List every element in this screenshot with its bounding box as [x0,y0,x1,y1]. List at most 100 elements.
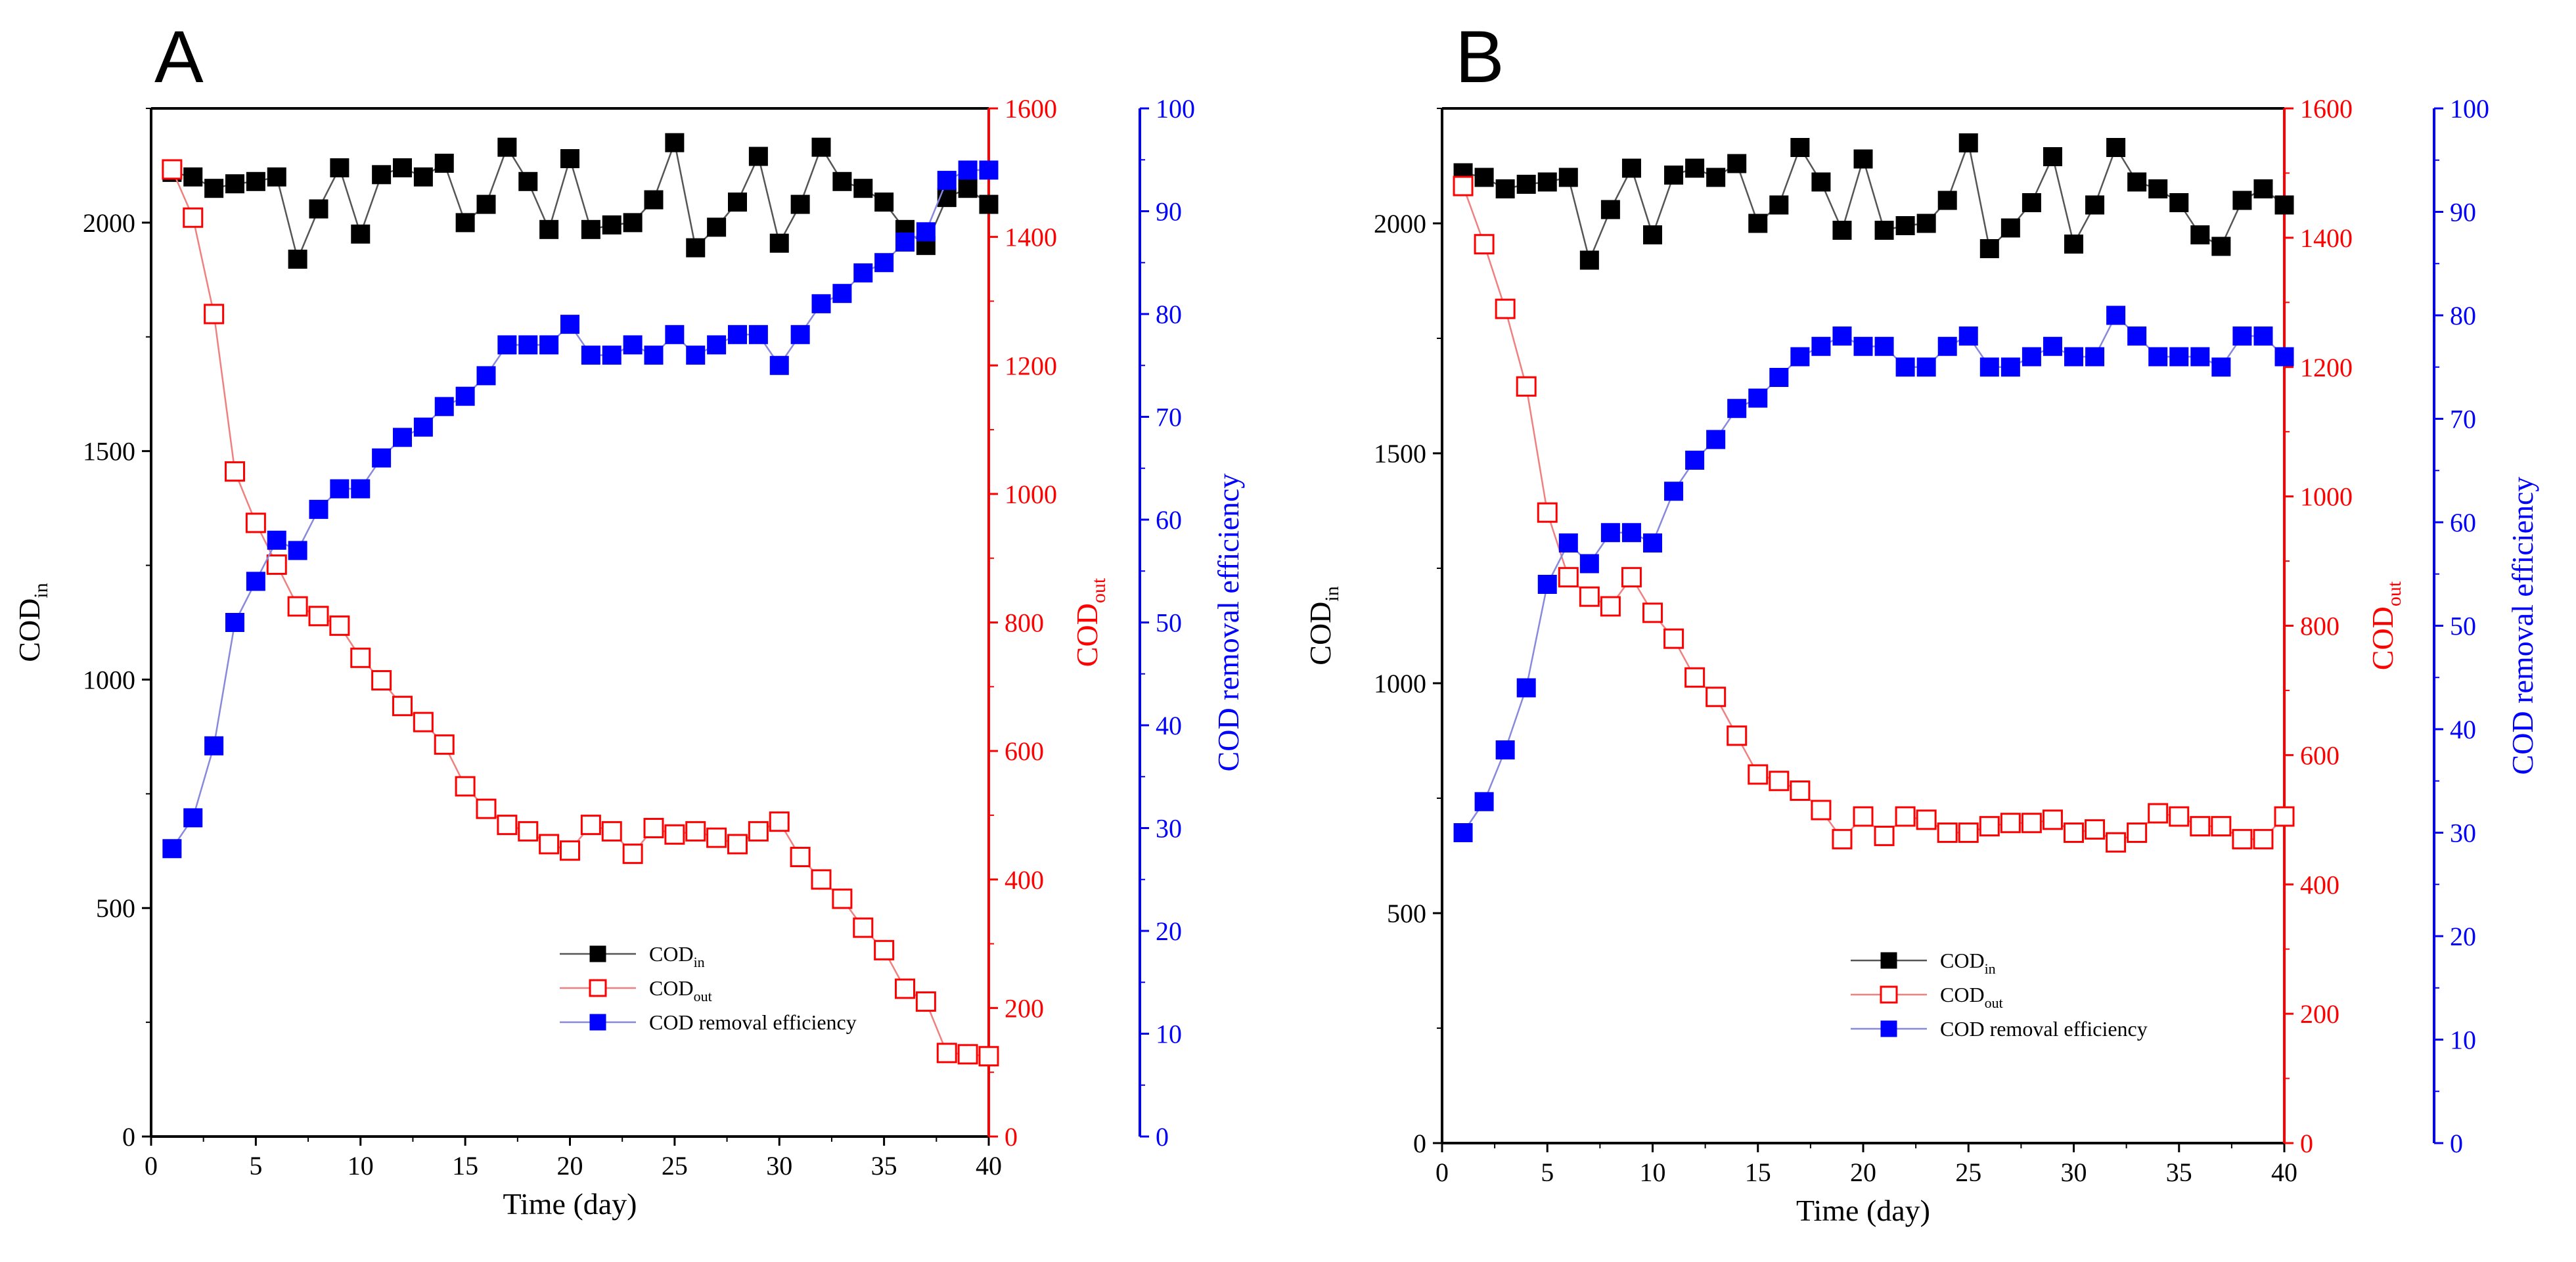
legend-label-sub: out [694,988,712,1004]
cod-out-point [811,869,832,890]
cod-in-point [2043,147,2062,166]
cod-out-point [1642,602,1663,623]
cod-out-point [1495,298,1516,319]
x-tick-label: 30 [2061,1158,2087,1187]
cod-in-series [1453,133,2294,270]
cod-out-point [1853,806,1874,827]
cod-out-axis-title-sub: out [2384,581,2405,606]
cod-out-point [1811,800,1832,821]
cod-removal-point [1643,533,1662,552]
cod-in-point [602,215,621,235]
legend-marker-cod-out [1880,985,1898,1004]
cod-in-point [2064,235,2083,254]
cod-out-tick-label: 1600 [1005,94,1057,124]
cod-in-point [2169,193,2189,212]
x-tick-label: 30 [766,1151,792,1181]
cod-removal-point [937,171,957,191]
cod-out-point [245,512,266,533]
cod-out-point [1727,725,1748,746]
cod-removal-point [518,335,538,355]
cod-removal-point [204,736,224,755]
legend-marker-cod-in [589,945,606,962]
x-tick-label: 0 [1435,1158,1449,1187]
cod-out-line [1462,185,2285,844]
cod-in-line [171,139,989,262]
cod-in-point [560,149,579,169]
cod-out-point [1474,234,1495,255]
cod-out-point [580,815,601,836]
cod-out-point [204,304,225,325]
cod-removal-point [874,253,894,273]
cod-removal-point [1937,336,1957,356]
cod-out-point [371,670,392,691]
cod-in-point [2000,218,2020,238]
cod-out-series [162,159,999,1067]
cod-out-tick-label: 0 [2300,1129,2313,1158]
cod-in-point [246,171,265,191]
cod-out-point [497,815,518,836]
cod-in-point [1790,138,1810,157]
cod-in-point [1495,179,1515,198]
cod-in-point [1516,175,1536,194]
cod-removal-point [183,808,203,828]
cod-removal-point [1706,430,1726,449]
cod-removal-point [1685,451,1705,470]
x-tick-label: 15 [1745,1158,1771,1187]
legend-label-main: COD removal efficiency [649,1010,857,1034]
cod-removal-point [1727,399,1747,418]
cod-removal-tick-label: 80 [1156,300,1182,329]
cod-out-point [685,821,706,842]
cod-in-series [162,133,999,269]
cod-out-point [2211,816,2232,837]
left-tick-label: 500 [96,893,135,923]
cod-removal-tick-label: 20 [1156,916,1182,946]
cod-removal-point [769,355,789,375]
cod-out-point [225,461,245,482]
cod-removal-tick-label: 40 [2450,715,2476,744]
cod-out-tick-label: 1200 [1005,351,1057,380]
cod-removal-point [1621,523,1641,543]
cod-out-point [2085,819,2106,840]
cod-removal-tick-label: 60 [1156,505,1182,535]
cod-out-point [1937,823,1958,843]
cod-out-point [162,159,183,180]
cod-in-point [539,219,559,239]
cod-removal-point [1495,740,1515,759]
legend-label-main: COD [649,942,694,966]
cod-removal-point [2148,347,2168,367]
cod-removal-point [665,325,685,344]
x-tick-label: 20 [557,1151,583,1181]
cod-out-point [2190,816,2211,837]
cod-out-point [769,811,790,832]
cod-removal-point [1853,336,1873,356]
cod-removal-point [2043,336,2062,356]
cod-out-point [1790,780,1811,801]
cod-in-point [413,167,433,187]
x-tick-label: 0 [145,1151,158,1181]
cod-out-point [727,834,748,855]
cod-removal-point [455,386,475,406]
cod-in-point [1558,168,1578,187]
cod-removal-point [602,346,621,365]
cod-removal-point [2169,347,2189,367]
cod-out-tick-label: 600 [2300,740,2339,770]
cod-removal-point [476,366,496,386]
x-tick-label: 40 [976,1151,1002,1181]
cod-out-series [1453,175,2295,853]
cod-out-point [1537,502,1558,523]
cod-removal-point [2064,347,2083,367]
cod-out-point [936,1043,957,1064]
cod-removal-point [707,335,727,355]
cod-in-point [497,137,517,157]
cod-out-point [1769,771,1790,792]
cod-in-point [1537,172,1557,192]
cod-out-axis-title-main: COD [2366,606,2399,670]
x-tick-label: 5 [249,1151,262,1181]
cod-removal-point [1664,482,1684,501]
cod-out-point [1916,809,1937,830]
cod-in-point [1832,221,1852,240]
left-tick-label: 500 [1387,899,1426,928]
legend-label-cod-removal: COD removal efficiency [649,1010,857,1034]
cod-out-point [183,207,204,228]
cod-out-point [1832,828,1853,849]
